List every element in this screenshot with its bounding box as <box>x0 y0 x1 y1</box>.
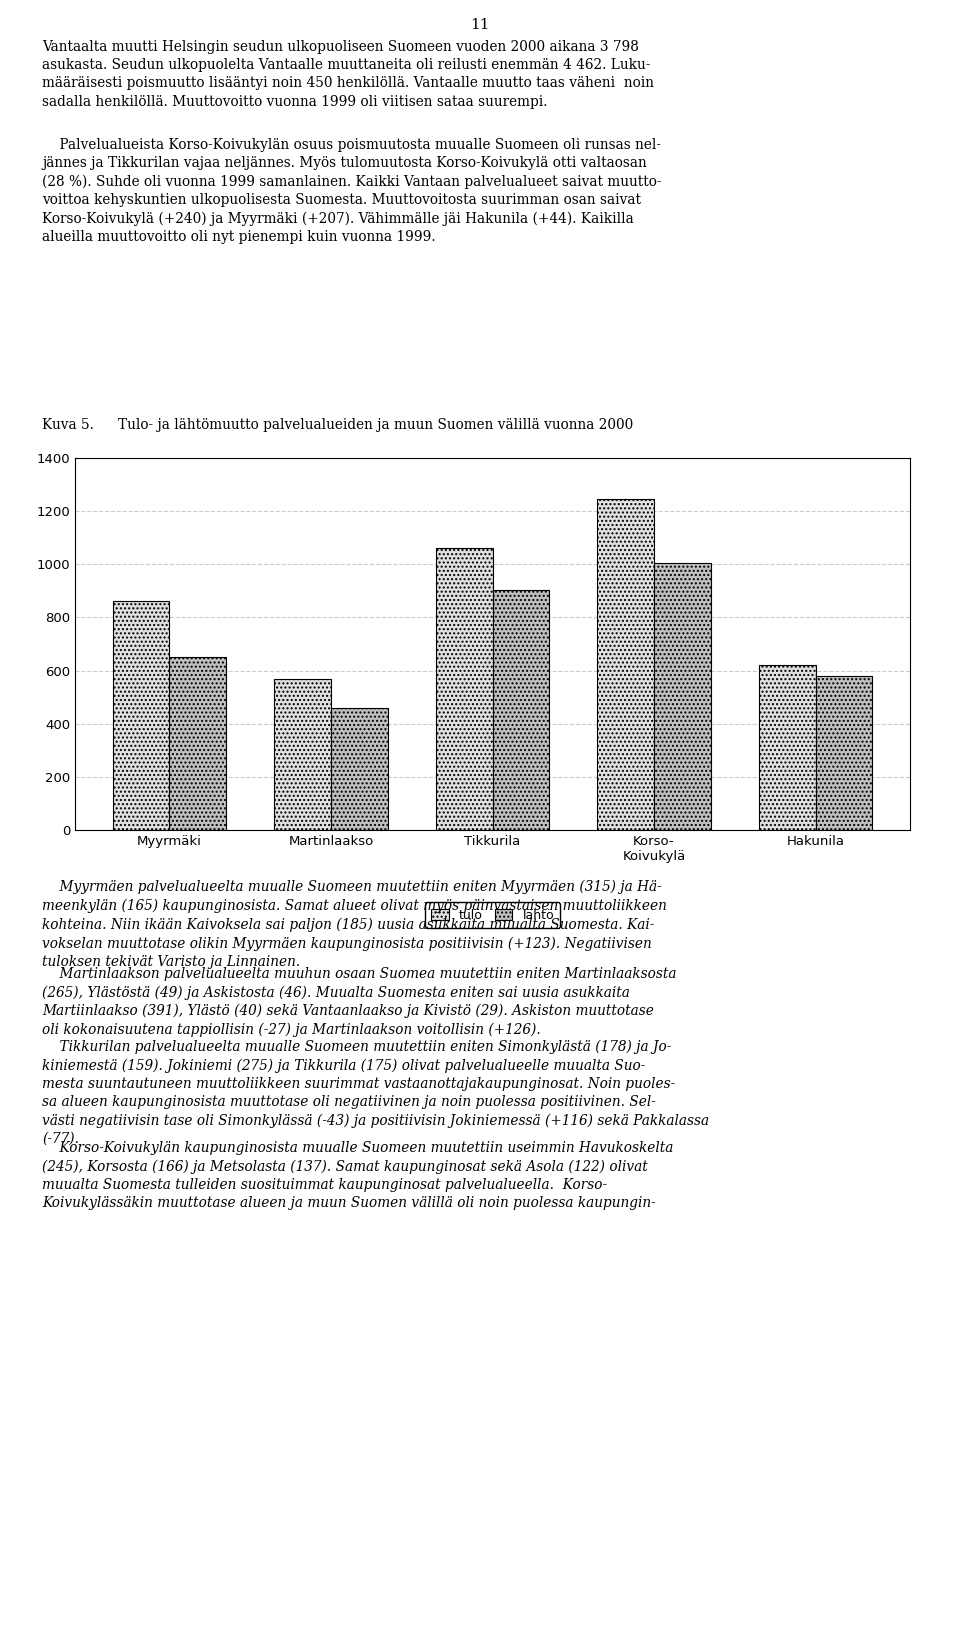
Bar <box>815 675 872 831</box>
Bar <box>597 499 654 831</box>
Legend: tulo, lähtö: tulo, lähtö <box>424 903 561 929</box>
Bar <box>492 590 549 831</box>
Text: Kuva 5.: Kuva 5. <box>42 419 94 432</box>
Text: Tikkurilan palvelualueelta muualle Suomeen muutettiin eniten Simonkylästä (178) : Tikkurilan palvelualueelta muualle Suome… <box>42 1040 709 1146</box>
Text: Palvelualueista Korso-Koivukylän osuus poismuutosta muualle Suomeen oli runsas n: Palvelualueista Korso-Koivukylän osuus p… <box>42 137 661 244</box>
Bar <box>654 562 710 831</box>
Bar <box>436 548 492 831</box>
Bar <box>331 708 388 831</box>
Text: Vantaalta muutti Helsingin seudun ulkopuoliseen Suomeen vuoden 2000 aikana 3 798: Vantaalta muutti Helsingin seudun ulkopu… <box>42 39 654 108</box>
Bar <box>170 657 226 831</box>
Bar <box>759 665 815 831</box>
Text: Tulo- ja lähtömuutto palvelualueiden ja muun Suomen välillä vuonna 2000: Tulo- ja lähtömuutto palvelualueiden ja … <box>118 419 634 432</box>
Bar <box>113 602 170 831</box>
Text: 11: 11 <box>470 18 490 33</box>
Bar <box>275 679 331 831</box>
Text: Myyrmäen palvelualueelta muualle Suomeen muutettiin eniten Myyrmäen (315) ja Hä-: Myyrmäen palvelualueelta muualle Suomeen… <box>42 880 667 968</box>
Text: Korso-Koivukylän kaupunginosista muualle Suomeen muutettiin useimmin Havukoskelt: Korso-Koivukylän kaupunginosista muualle… <box>42 1141 673 1210</box>
Text: Martinlaakson palvelualueelta muuhun osaan Suomea muutettiin eniten Martinlaakso: Martinlaakson palvelualueelta muuhun osa… <box>42 966 677 1037</box>
